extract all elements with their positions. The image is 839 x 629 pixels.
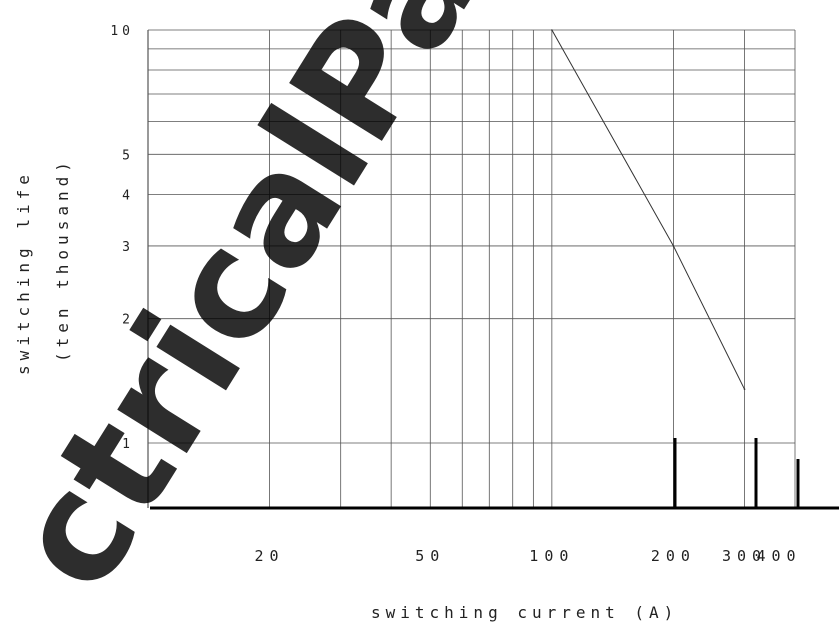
series-point-0-0 [551,29,553,31]
x-axis-title: switching current (A) [371,603,678,622]
series-point-0-1 [672,245,675,247]
x-tick-label-200: 200 [651,547,696,565]
y-axis-title-line2: (ten thousand) [53,157,72,362]
y-tick-label-4: 4 [122,188,134,203]
watermark: ctricalPartM [0,0,671,619]
x-tick-label-20: 20 [255,547,285,565]
x-tick-label-300: 300 [722,547,767,565]
y-tick-label-5: 5 [122,148,134,163]
series-point-0-2 [743,388,746,390]
grid-lines [147,29,796,508]
series-line-0 [551,29,745,390]
x-tick-label-50: 50 [415,547,445,565]
y-axis-title-line1: switching life [14,170,33,375]
series-layer [551,29,746,390]
y-tick-labels: 1 2 3 4 5 10 [110,24,134,452]
x-tick-label-100: 100 [529,547,574,565]
y-tick-label-1: 1 [122,437,134,452]
y-tick-label-2: 2 [122,313,134,328]
y-tick-label-3: 3 [122,240,134,255]
x-tick-label-400: 400 [756,547,801,565]
y-tick-label-10: 10 [110,24,134,39]
